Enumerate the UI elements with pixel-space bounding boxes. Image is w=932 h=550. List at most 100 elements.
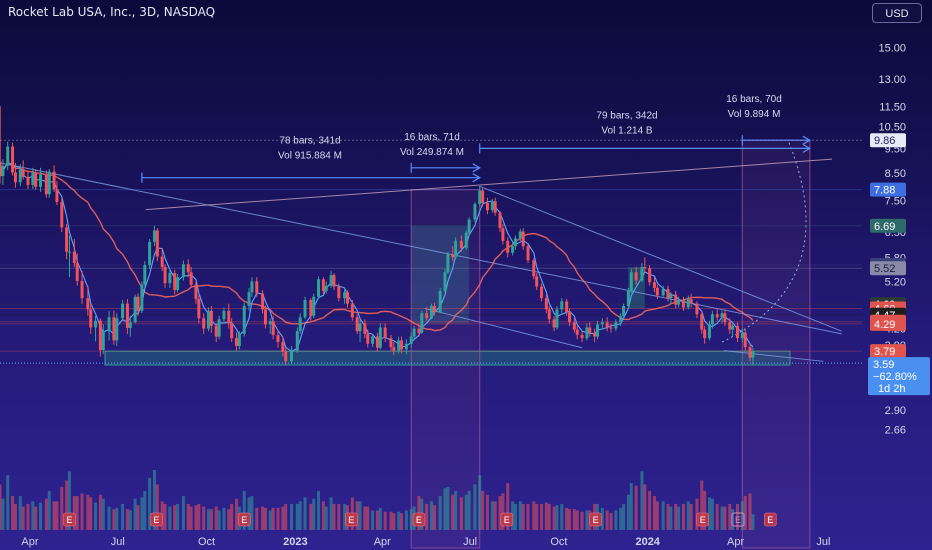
x-tick-label: Oct: [198, 536, 215, 548]
measure-arrowhead-4: [802, 135, 812, 145]
volume-bar: [464, 494, 468, 530]
volume-bar: [312, 498, 316, 530]
candle-body: [464, 232, 468, 248]
volume-bar: [101, 498, 105, 530]
earnings-marker-label: E: [767, 515, 773, 525]
volume-bar: [6, 475, 10, 530]
volume-bar: [75, 496, 79, 530]
candle-body: [485, 202, 489, 211]
candle-body: [626, 290, 630, 307]
candle-body: [358, 323, 362, 332]
candle-body: [568, 312, 572, 323]
candle-body: [572, 322, 576, 330]
candle-body: [128, 322, 132, 328]
last-price-badge: [868, 357, 930, 396]
candle-body: [585, 327, 589, 339]
volume-bar: [358, 501, 362, 530]
volume-bar: [735, 503, 739, 530]
volume-bar: [383, 511, 387, 530]
candle-body: [155, 230, 159, 257]
candle-body: [39, 174, 43, 187]
volume-bar: [532, 501, 536, 530]
candle-body: [217, 319, 221, 337]
candle-body: [298, 317, 302, 332]
volume-bar: [751, 514, 755, 530]
volume-bar: [155, 484, 159, 530]
volume-bar: [1, 498, 5, 530]
candle-body: [317, 279, 321, 297]
volume-bar: [643, 484, 647, 530]
volume-bar: [202, 506, 206, 530]
volume-bar: [392, 513, 396, 530]
price-badge-7.88: [870, 182, 906, 197]
volume-bar: [501, 493, 505, 530]
volume-bar: [186, 503, 190, 530]
volume-bar: [173, 505, 177, 530]
candle-body: [152, 230, 156, 242]
volume-bar: [222, 507, 226, 530]
candle-body: [263, 309, 267, 325]
volume-bar: [707, 497, 711, 530]
candle-body: [160, 256, 164, 268]
candle-body: [209, 310, 213, 326]
candle-body: [329, 275, 333, 286]
candle-body: [661, 289, 665, 296]
measure-vol-label-1: Vol 915.884 M: [278, 151, 342, 162]
candle-body: [68, 251, 72, 253]
measure-bars-label-4: 16 bars, 70d: [726, 94, 782, 105]
volume-bar: [572, 509, 576, 530]
volume-bar: [189, 506, 193, 530]
volume-bar: [143, 490, 147, 530]
volume-bar: [547, 503, 551, 530]
volume-bar: [324, 506, 328, 530]
candle-body: [227, 310, 231, 324]
volume-bar: [214, 506, 218, 530]
volume-bar: [740, 501, 744, 530]
measure-arrowhead-2: [472, 163, 481, 173]
candle-body: [6, 146, 10, 166]
volume-bar: [263, 507, 267, 530]
candle-body: [501, 228, 505, 241]
volume-bar: [521, 503, 525, 530]
candle-body: [295, 331, 299, 351]
volume-bar: [467, 490, 471, 530]
volume-bar: [506, 483, 510, 530]
volume-bar: [133, 498, 137, 530]
candle-body: [544, 298, 548, 310]
y-tick-label: 10.50: [878, 121, 906, 133]
volume-bar: [626, 494, 630, 530]
candle-body: [652, 282, 656, 288]
candle-body: [324, 285, 328, 291]
volume-bar: [443, 488, 447, 530]
candle-body: [75, 263, 79, 281]
currency-button[interactable]: USD: [872, 3, 922, 23]
candle-body: [47, 171, 51, 195]
volume-bar: [629, 483, 633, 530]
candle-body: [674, 294, 678, 305]
volume-bar: [255, 507, 259, 530]
candle-body: [337, 286, 341, 299]
upcoming-earnings-label: E: [735, 515, 741, 525]
volume-bar: [125, 509, 129, 530]
price-badge-3.79: [870, 344, 906, 359]
candle-body: [715, 314, 719, 318]
candle-body: [540, 286, 544, 299]
earnings-marker-label: E: [700, 515, 706, 525]
volume-bar: [281, 506, 285, 530]
candle-body: [268, 321, 272, 325]
candle-body: [0, 161, 2, 177]
candle-body: [44, 174, 48, 195]
moving-average-slow: [0, 106, 754, 332]
candle-body: [173, 273, 177, 291]
volume-bar: [540, 503, 544, 530]
candle-body: [518, 231, 522, 239]
price-badge-text-4.29: 4.29: [874, 319, 895, 331]
candle-body: [417, 328, 421, 333]
candle-body: [321, 279, 325, 291]
volume-bar: [473, 484, 477, 530]
candle-body: [168, 273, 172, 284]
candle-body: [565, 301, 569, 313]
volume-bar: [217, 510, 221, 530]
